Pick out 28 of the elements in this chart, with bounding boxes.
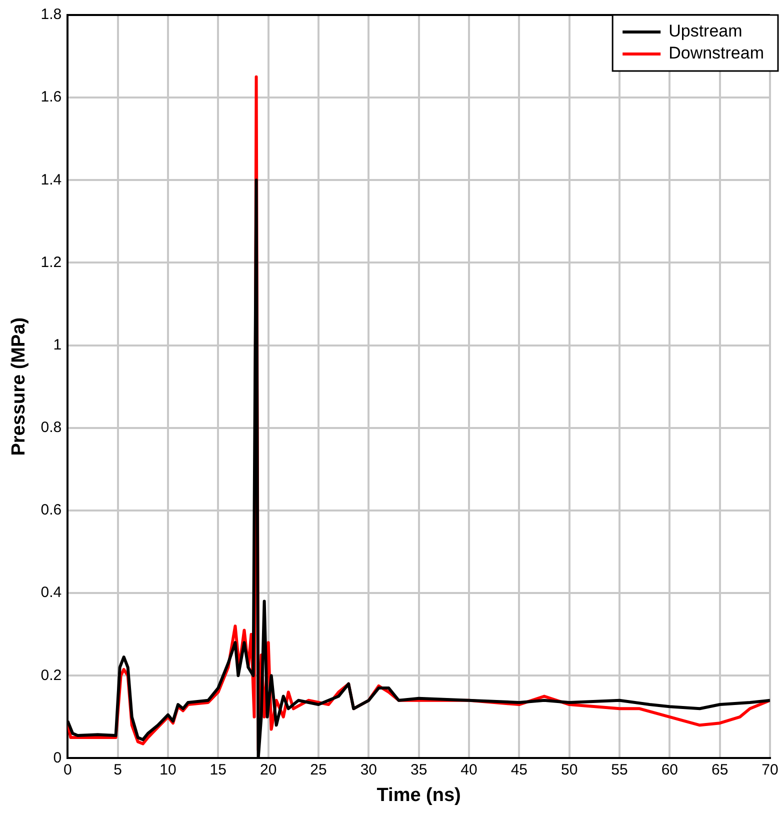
y-tick-label: 0.2 [40,666,62,684]
x-tick-label: 35 [410,761,428,778]
x-tick-label: 70 [762,761,778,778]
x-tick-label: 30 [360,761,377,778]
legend-label: Upstream [668,22,742,41]
x-tick-label: 60 [661,761,678,778]
y-tick-label: 1.8 [40,6,62,24]
y-tick-label: 0 [53,749,62,766]
legend-label: Downstream [668,44,764,63]
x-tick-label: 65 [711,761,728,778]
y-tick-label: 1.2 [40,254,62,271]
x-tick-label: 25 [310,761,327,778]
x-axis-title: Time (ns) [376,784,461,806]
y-tick-label: 0.6 [40,502,62,519]
y-tick-label: 1.6 [40,88,62,106]
x-tick-label: 40 [460,761,478,778]
y-tick-label: 0.8 [40,419,62,436]
x-tick-label: 20 [260,761,277,778]
y-tick-label: 0.4 [40,584,62,602]
y-tick-label: 1 [53,336,62,354]
x-tick-label: 15 [210,761,226,778]
y-tick-label: 1.4 [40,171,62,188]
x-tick-label: 10 [160,761,176,778]
x-tick-label: 45 [510,761,528,778]
x-tick-label: 5 [114,761,122,778]
x-tick-label: 55 [611,761,628,778]
x-tick-label: 50 [560,761,578,778]
y-axis-title: Pressure (MPa) [8,317,30,456]
